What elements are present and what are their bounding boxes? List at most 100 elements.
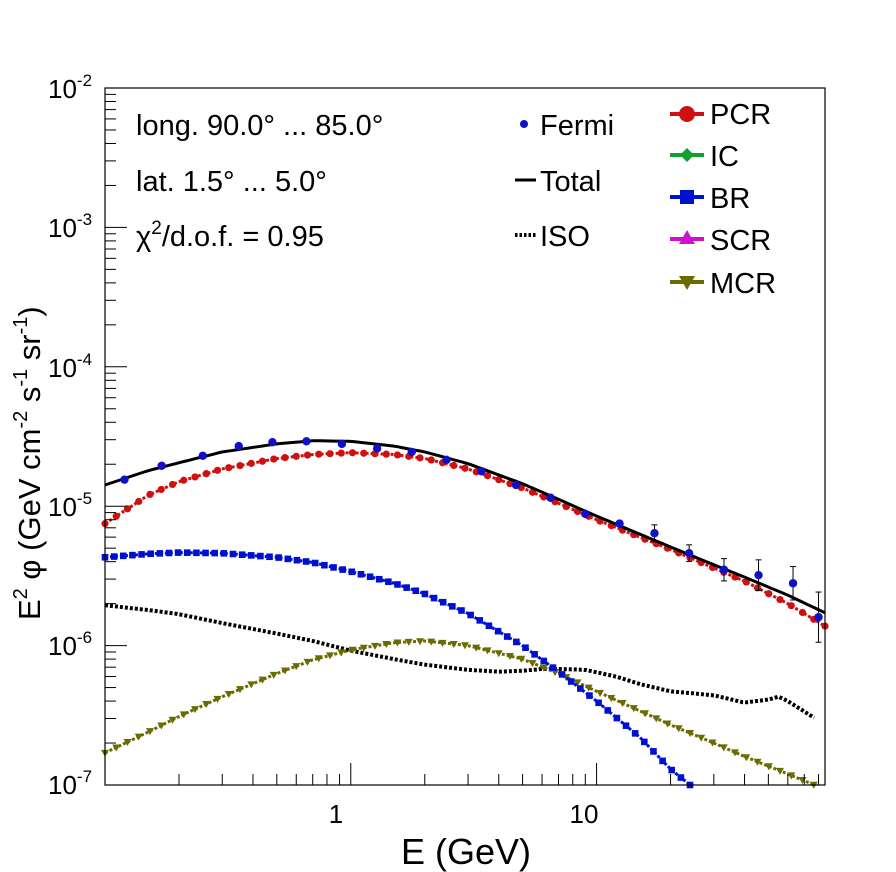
legend-item-mcr: MCR (670, 268, 776, 300)
fermi-point (581, 509, 590, 519)
fermi-point (788, 579, 798, 588)
br-marker (458, 607, 465, 614)
mcr-marker (247, 681, 256, 689)
mcr-marker (449, 641, 458, 649)
br-marker (247, 552, 255, 559)
mcr-marker (337, 649, 346, 657)
legend-item-total: Total (515, 166, 601, 198)
pcr-marker (135, 497, 143, 506)
pcr-marker (236, 461, 244, 470)
mcr-marker (292, 663, 301, 671)
mcr-marker (517, 655, 526, 663)
legend-br-label: BR (710, 183, 750, 215)
mcr-marker (697, 734, 706, 742)
br-marker (229, 550, 237, 558)
br-marker (129, 551, 136, 559)
mcr-line (104, 639, 813, 786)
mcr-marker (731, 749, 739, 757)
mcr-marker (787, 772, 796, 780)
mcr-marker (416, 638, 424, 646)
fermi-point (477, 467, 486, 476)
br-marker (284, 555, 292, 563)
mcr-marker (686, 730, 694, 738)
mcr-marker (641, 710, 649, 718)
mcr-marker (708, 739, 717, 747)
legend-fermi-marker (520, 120, 528, 128)
mcr-marker (157, 722, 166, 730)
br-marker (595, 699, 602, 707)
br-marker (193, 549, 200, 557)
pcr-marker (461, 464, 469, 472)
br-marker (119, 552, 127, 560)
legend-item-fermi: Fermi (520, 110, 614, 142)
br-marker (257, 552, 264, 560)
annotation-chi2: χ2/d.o.f. = 0.95 (136, 218, 324, 253)
mcr-marker (326, 652, 334, 660)
br-marker (275, 554, 282, 561)
mcr-marker (663, 720, 672, 728)
pcr-marker (258, 457, 267, 465)
fermi-point (684, 549, 694, 558)
y-tick-label-1e-5: 10-5 (48, 489, 92, 522)
series-br (101, 549, 694, 789)
mcr-marker (753, 758, 762, 766)
pcr-marker (787, 602, 795, 610)
br-marker (357, 570, 365, 578)
legend-item-br: BR (670, 183, 750, 215)
fermi-point (814, 612, 823, 622)
pcr-marker (798, 608, 807, 617)
pcr-marker (753, 584, 762, 592)
fermi-point (719, 565, 729, 574)
br-marker (394, 581, 401, 588)
pcr-marker (213, 466, 222, 474)
br-marker (421, 590, 429, 598)
ticks-layer (104, 93, 820, 786)
mcr-marker (528, 660, 537, 668)
y-tick-label-1e-3: 10-3 (48, 210, 92, 243)
br-marker (339, 566, 346, 573)
mcr-marker (607, 694, 616, 702)
legend-item-pcr: PCR (670, 99, 771, 131)
mcr-marker (776, 767, 784, 775)
pcr-marker (157, 485, 165, 494)
mcr-marker (596, 689, 604, 697)
br-marker (330, 564, 337, 571)
br-marker (604, 707, 612, 714)
br-marker (531, 651, 538, 658)
br-marker (513, 638, 520, 646)
x-tick-label-1: 1 (329, 799, 343, 829)
legend-total-label: Total (540, 166, 601, 198)
br-marker (385, 578, 392, 586)
mcr-marker (483, 647, 492, 655)
br-marker (449, 603, 456, 610)
br-marker (220, 550, 228, 557)
mcr-marker (404, 638, 413, 646)
mcr-marker (314, 655, 323, 663)
pcr-marker (191, 473, 199, 481)
br-marker (165, 549, 173, 557)
br-marker (641, 738, 648, 746)
annotations: long. 90.0° ... 85.0° lat. 1.5° ... 5.0°… (136, 110, 383, 253)
br-marker (549, 664, 557, 671)
legend-br-marker (680, 190, 694, 204)
br-marker (650, 748, 657, 755)
fermi-point (407, 447, 416, 457)
pcr-marker (416, 454, 424, 462)
br-marker (677, 774, 685, 781)
mcr-marker (348, 646, 357, 654)
br-marker (202, 549, 209, 557)
mcr-marker (213, 695, 222, 703)
fermi-point (302, 437, 311, 446)
br-marker (366, 573, 374, 581)
br-marker (668, 766, 676, 774)
pcr-marker (382, 450, 390, 458)
br-marker (467, 611, 474, 619)
mcr-marker (506, 652, 514, 660)
legend-pcr-marker (679, 106, 695, 122)
legend-item-scr: SCR (670, 225, 771, 257)
pcr-marker (348, 449, 357, 457)
fermi-point (372, 444, 382, 453)
y-tick-labels: 10-7 10-6 10-5 10-4 10-3 10-2 (48, 71, 92, 800)
